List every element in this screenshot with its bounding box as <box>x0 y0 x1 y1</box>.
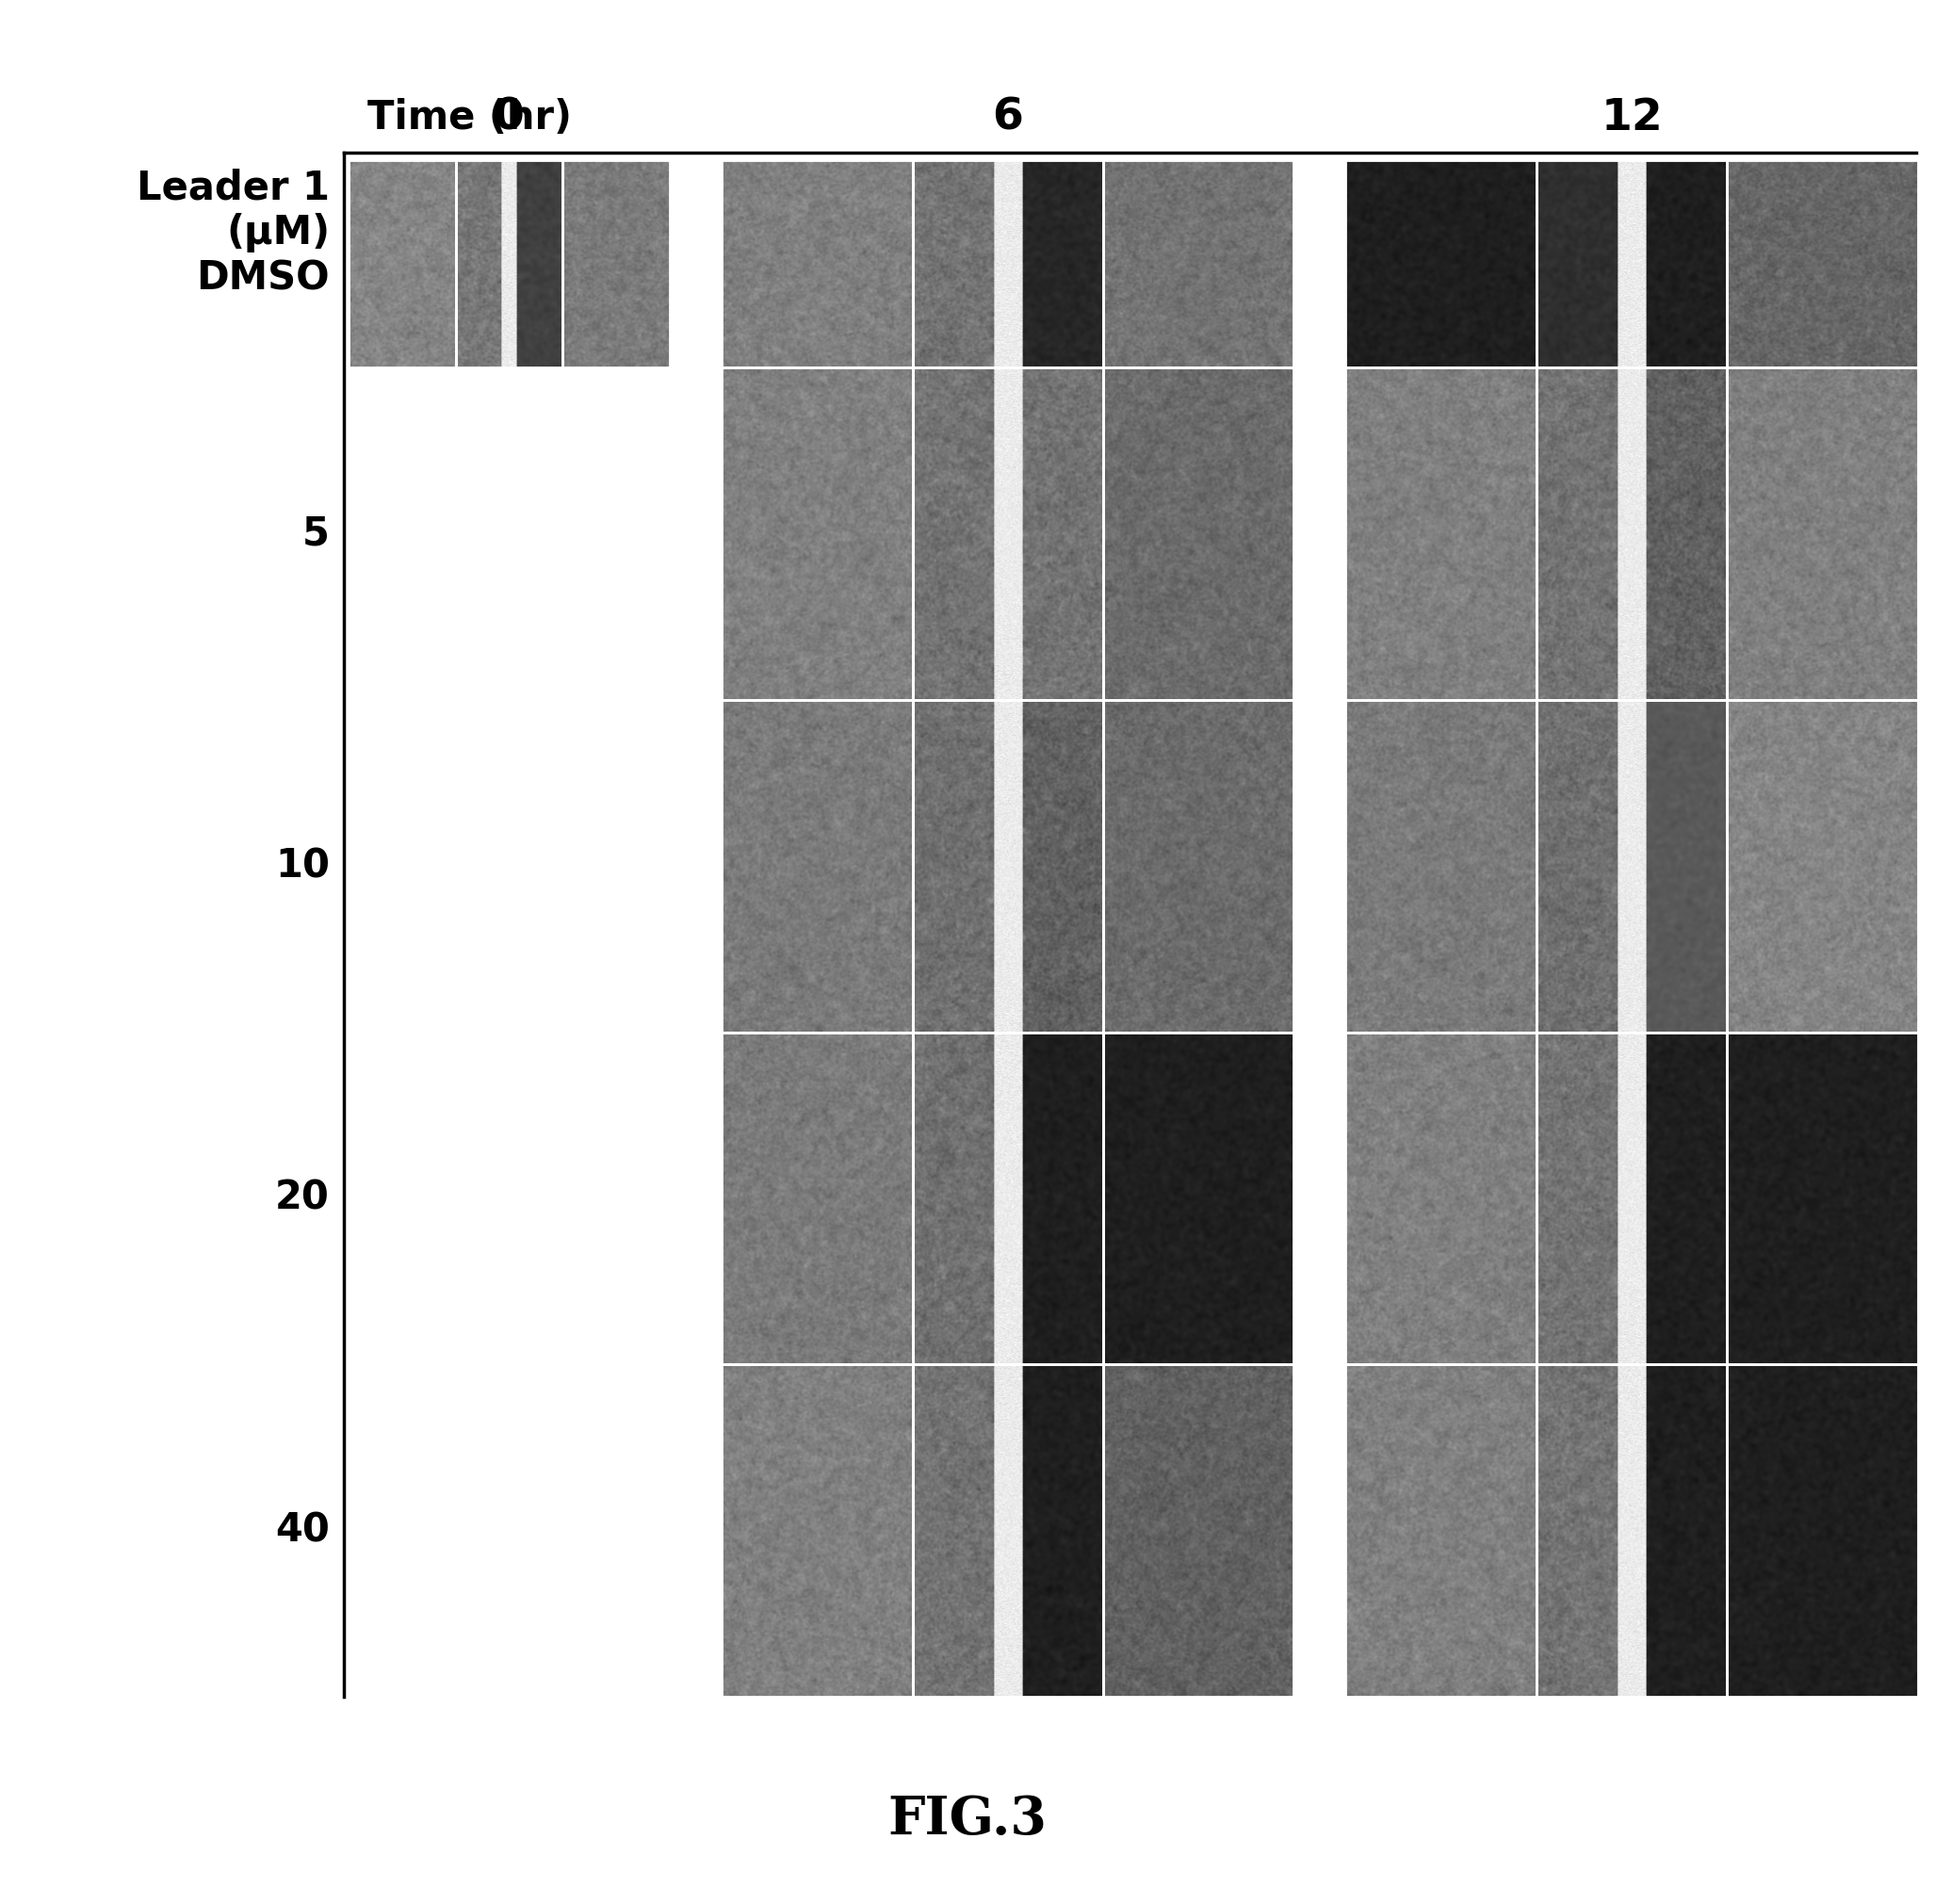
Bar <box>1728 1365 1918 1696</box>
Bar <box>1103 367 1295 701</box>
Bar <box>1536 160 1728 367</box>
Bar <box>1345 1032 1536 1365</box>
Bar <box>1345 367 1536 701</box>
Text: 0: 0 <box>493 97 524 139</box>
Text: 5: 5 <box>302 514 329 554</box>
Bar <box>913 367 1103 701</box>
Text: 12: 12 <box>1600 97 1662 139</box>
Text: Time (hr): Time (hr) <box>368 97 573 137</box>
Bar <box>722 1032 913 1365</box>
Bar <box>913 1365 1103 1696</box>
Bar <box>1345 701 1536 1032</box>
Text: 20: 20 <box>275 1179 329 1219</box>
Text: DMSO: DMSO <box>195 259 329 297</box>
Bar <box>1536 1032 1728 1365</box>
Bar <box>1345 160 1536 367</box>
Bar <box>913 1032 1103 1365</box>
Bar <box>1536 1365 1728 1696</box>
Bar <box>722 1365 913 1696</box>
Bar <box>722 701 913 1032</box>
Bar <box>1728 1032 1918 1365</box>
Bar <box>1103 1365 1295 1696</box>
Bar <box>1536 367 1728 701</box>
Bar <box>1536 701 1728 1032</box>
Text: 40: 40 <box>275 1510 329 1550</box>
Bar <box>348 160 455 367</box>
Bar <box>913 701 1103 1032</box>
Text: Leader 1: Leader 1 <box>137 168 329 208</box>
Bar <box>563 160 670 367</box>
Bar <box>1103 701 1295 1032</box>
Bar <box>722 367 913 701</box>
Bar <box>1103 1032 1295 1365</box>
Bar <box>722 160 913 367</box>
Text: 10: 10 <box>275 845 329 885</box>
Bar <box>455 160 563 367</box>
Bar <box>1728 367 1918 701</box>
Text: (μM): (μM) <box>226 213 329 253</box>
Bar <box>1345 1365 1536 1696</box>
Bar <box>1103 160 1295 367</box>
Bar <box>1728 701 1918 1032</box>
Bar <box>913 160 1103 367</box>
Text: FIG.3: FIG.3 <box>888 1794 1047 1845</box>
Bar <box>1728 160 1918 367</box>
Text: 6: 6 <box>993 97 1024 139</box>
